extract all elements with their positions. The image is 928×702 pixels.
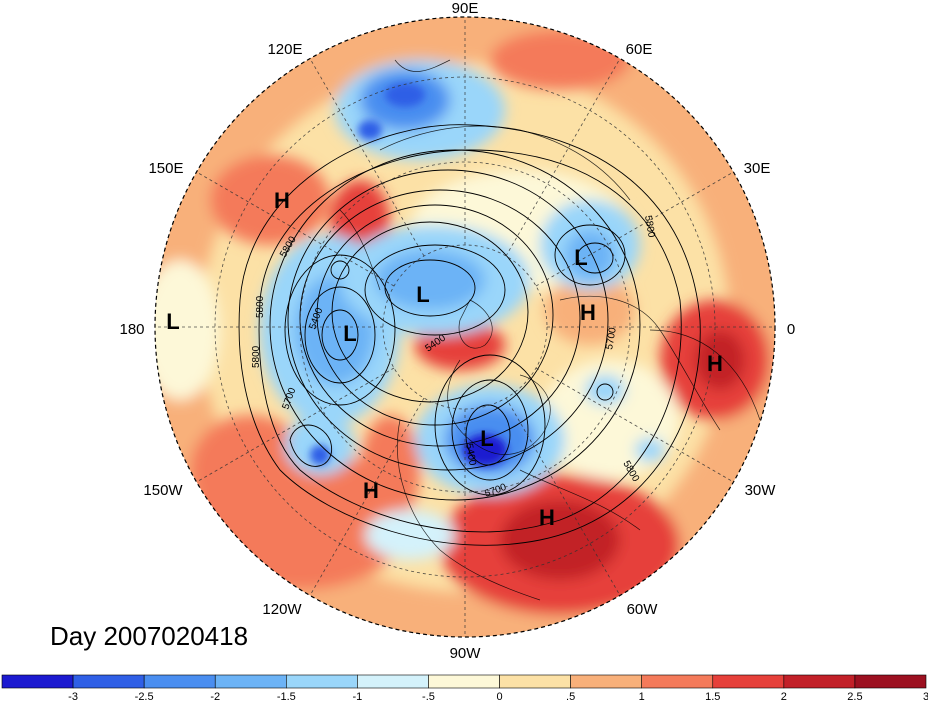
meridian-line — [535, 171, 734, 287]
colorbar-tick-label: -1.5 — [277, 691, 296, 702]
meridian-line — [196, 367, 395, 483]
coastline-east-asia — [339, 209, 381, 291]
meridian-line — [535, 367, 734, 483]
low-pressure-center: L — [416, 282, 429, 307]
colorbar-bin — [854, 674, 927, 689]
contour-line — [258, 149, 682, 533]
coastline-east-na — [519, 469, 641, 531]
colorbar-tick-label: .5 — [566, 691, 575, 702]
contour-line — [451, 379, 529, 481]
meridian-line — [196, 171, 395, 287]
coastline-africa — [649, 329, 761, 421]
colorbar-tick-label: -.5 — [422, 691, 435, 702]
coastline-europe — [559, 295, 721, 431]
contour-line — [465, 404, 511, 466]
contour-label: 5800 — [255, 295, 266, 318]
colorbar-tick-label: 0 — [496, 691, 502, 702]
colorbar-tick-label: -3 — [68, 691, 78, 702]
low-pressure-center: L — [480, 426, 493, 451]
colorbar-tick-label: -2.5 — [135, 691, 154, 702]
colorbar-bin — [1, 674, 74, 689]
longitude-label: 30E — [744, 160, 771, 177]
high-pressure-center: H — [363, 478, 379, 503]
colorbar-bin — [641, 674, 714, 689]
meridian-line — [505, 58, 621, 257]
longitude-labels: 90E 60E 30E 0 30W 60W 90W 120W 150W 180 … — [119, 0, 795, 662]
contour-line — [304, 286, 376, 384]
colorbar-tick-label: 1.5 — [705, 691, 720, 702]
contour-label: 5800 — [251, 345, 262, 368]
longitude-label: 120E — [267, 41, 302, 58]
low-pressure-center: L — [574, 245, 587, 270]
contour-line — [289, 424, 332, 467]
colorbar-bin — [143, 674, 216, 689]
contour-line — [238, 124, 701, 546]
map-boundary — [154, 16, 776, 638]
contour-line — [321, 309, 359, 361]
contour-line — [434, 354, 546, 496]
height-contours — [238, 124, 701, 546]
contour-label: 5700 — [604, 326, 619, 350]
anomaly-shading — [155, 17, 775, 637]
contour-line — [554, 224, 626, 286]
colorbar-bin — [499, 674, 571, 689]
low-pressure-center: L — [343, 321, 356, 346]
colorbar-tick-label: 2.5 — [847, 691, 862, 702]
contour-line — [596, 383, 614, 401]
colorbar-bin — [286, 674, 358, 689]
coastline-west-na — [397, 419, 541, 601]
colorbar-bin — [712, 674, 785, 689]
colorbar-tick-label: 1 — [639, 691, 645, 702]
colorbar-bin — [357, 674, 429, 689]
longitude-label: 0 — [787, 321, 795, 338]
high-pressure-center: H — [539, 505, 555, 530]
longitude-label: 30W — [745, 482, 777, 499]
longitude-label: 60E — [626, 41, 653, 58]
longitude-label: 90W — [450, 645, 482, 662]
colorbar-tick-label: 3 — [923, 691, 928, 702]
day-label: Day 2007020418 — [50, 621, 248, 651]
longitude-label: 90E — [452, 0, 479, 17]
meridian-line — [309, 397, 425, 596]
longitude-label: 180 — [119, 321, 144, 338]
longitude-label: 120W — [262, 601, 302, 618]
contour-line — [576, 242, 614, 274]
meridian-line — [505, 397, 621, 596]
longitude-label: 150E — [148, 160, 183, 177]
colorbar-tick-label: -1 — [352, 691, 362, 702]
colorbar-bin — [570, 674, 642, 689]
contour-line — [384, 259, 476, 317]
graticule — [155, 17, 775, 637]
contour-line — [299, 189, 581, 447]
contour-line — [364, 244, 506, 336]
contour-label: 5800 — [642, 215, 657, 239]
contour-label: 5400 — [463, 443, 478, 467]
colorbar-bin — [214, 674, 287, 689]
high-pressure-center: H — [580, 300, 596, 325]
coastlines — [339, 59, 761, 601]
coastline-north-america — [447, 359, 551, 455]
longitude-label: 60W — [627, 601, 659, 618]
high-pressure-center: H — [707, 351, 723, 376]
colorbar-bin — [428, 674, 500, 689]
coastline-india — [394, 59, 451, 72]
colorbar: -3 -2.5 -2 -1.5 -1 -.5 0 .5 1 1.5 2 2.5 3 — [1, 674, 928, 702]
low-pressure-center: L — [166, 309, 179, 334]
colorbar-bin — [783, 674, 856, 689]
contour-line — [330, 260, 350, 280]
colorbar-bin — [72, 674, 145, 689]
pressure-centers: H L L L L H H L H H — [166, 188, 723, 530]
longitude-label: 150W — [143, 482, 183, 499]
colorbar-tick-label: 2 — [781, 691, 787, 702]
meridian-line — [309, 58, 425, 257]
high-pressure-center: H — [274, 188, 290, 213]
coastline-asia — [379, 125, 631, 201]
colorbar-tick-label: -2 — [210, 691, 220, 702]
